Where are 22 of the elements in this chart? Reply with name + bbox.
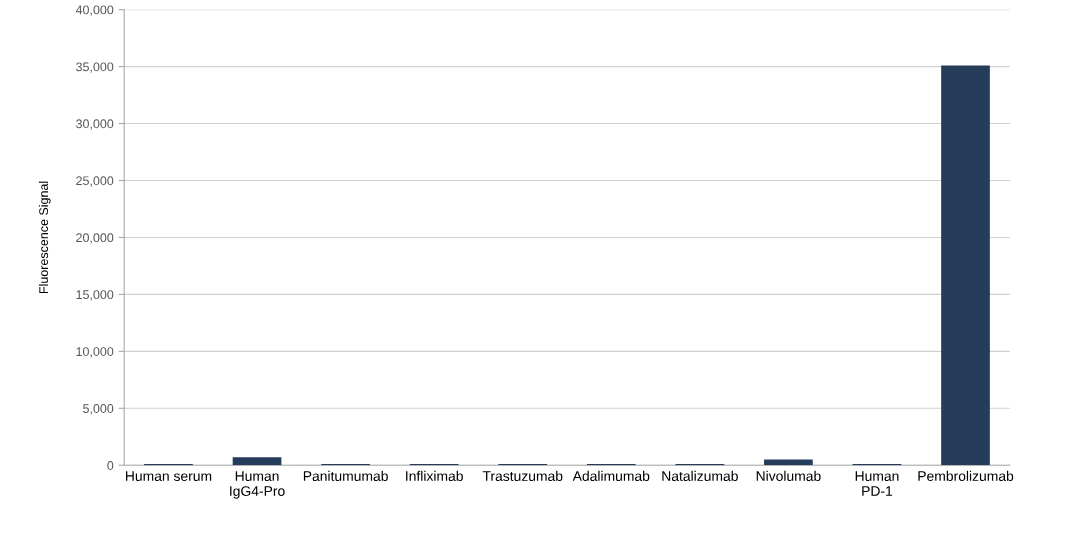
- x-tick-label: Infliximab: [406, 470, 463, 482]
- x-tick-label: Pembrolizumab: [918, 470, 1014, 482]
- y-tick-label: 25,000: [76, 176, 114, 187]
- y-tick-label: 0: [107, 461, 114, 470]
- x-tick-label: Trastuzumab: [482, 470, 563, 482]
- y-tick-label: 40,000: [75, 5, 114, 16]
- x-tick-label: Adalimumab: [572, 470, 650, 482]
- x-tick-label: Human IgG4-Pro: [230, 471, 285, 499]
- bar: [941, 65, 990, 466]
- y-axis-title: Fluorescence Signal: [38, 181, 51, 294]
- x-tick-label: Human serum: [126, 471, 212, 482]
- y-tick-label: 35,000: [76, 62, 114, 73]
- x-tick-label: Nivolumab: [756, 470, 821, 482]
- y-tick-label: 30,000: [76, 119, 114, 130]
- x-tick-label: Natalizumab: [662, 470, 738, 482]
- y-tick-label: 10,000: [76, 347, 114, 358]
- x-tick-label: Human PD-1: [855, 471, 899, 496]
- x-tick-label: Panitumumab: [303, 470, 388, 482]
- y-tick-label: 20,000: [76, 233, 114, 244]
- y-tick-label: 15,000: [76, 290, 114, 301]
- bar: [232, 457, 282, 466]
- y-tick-label: 5,000: [83, 404, 114, 415]
